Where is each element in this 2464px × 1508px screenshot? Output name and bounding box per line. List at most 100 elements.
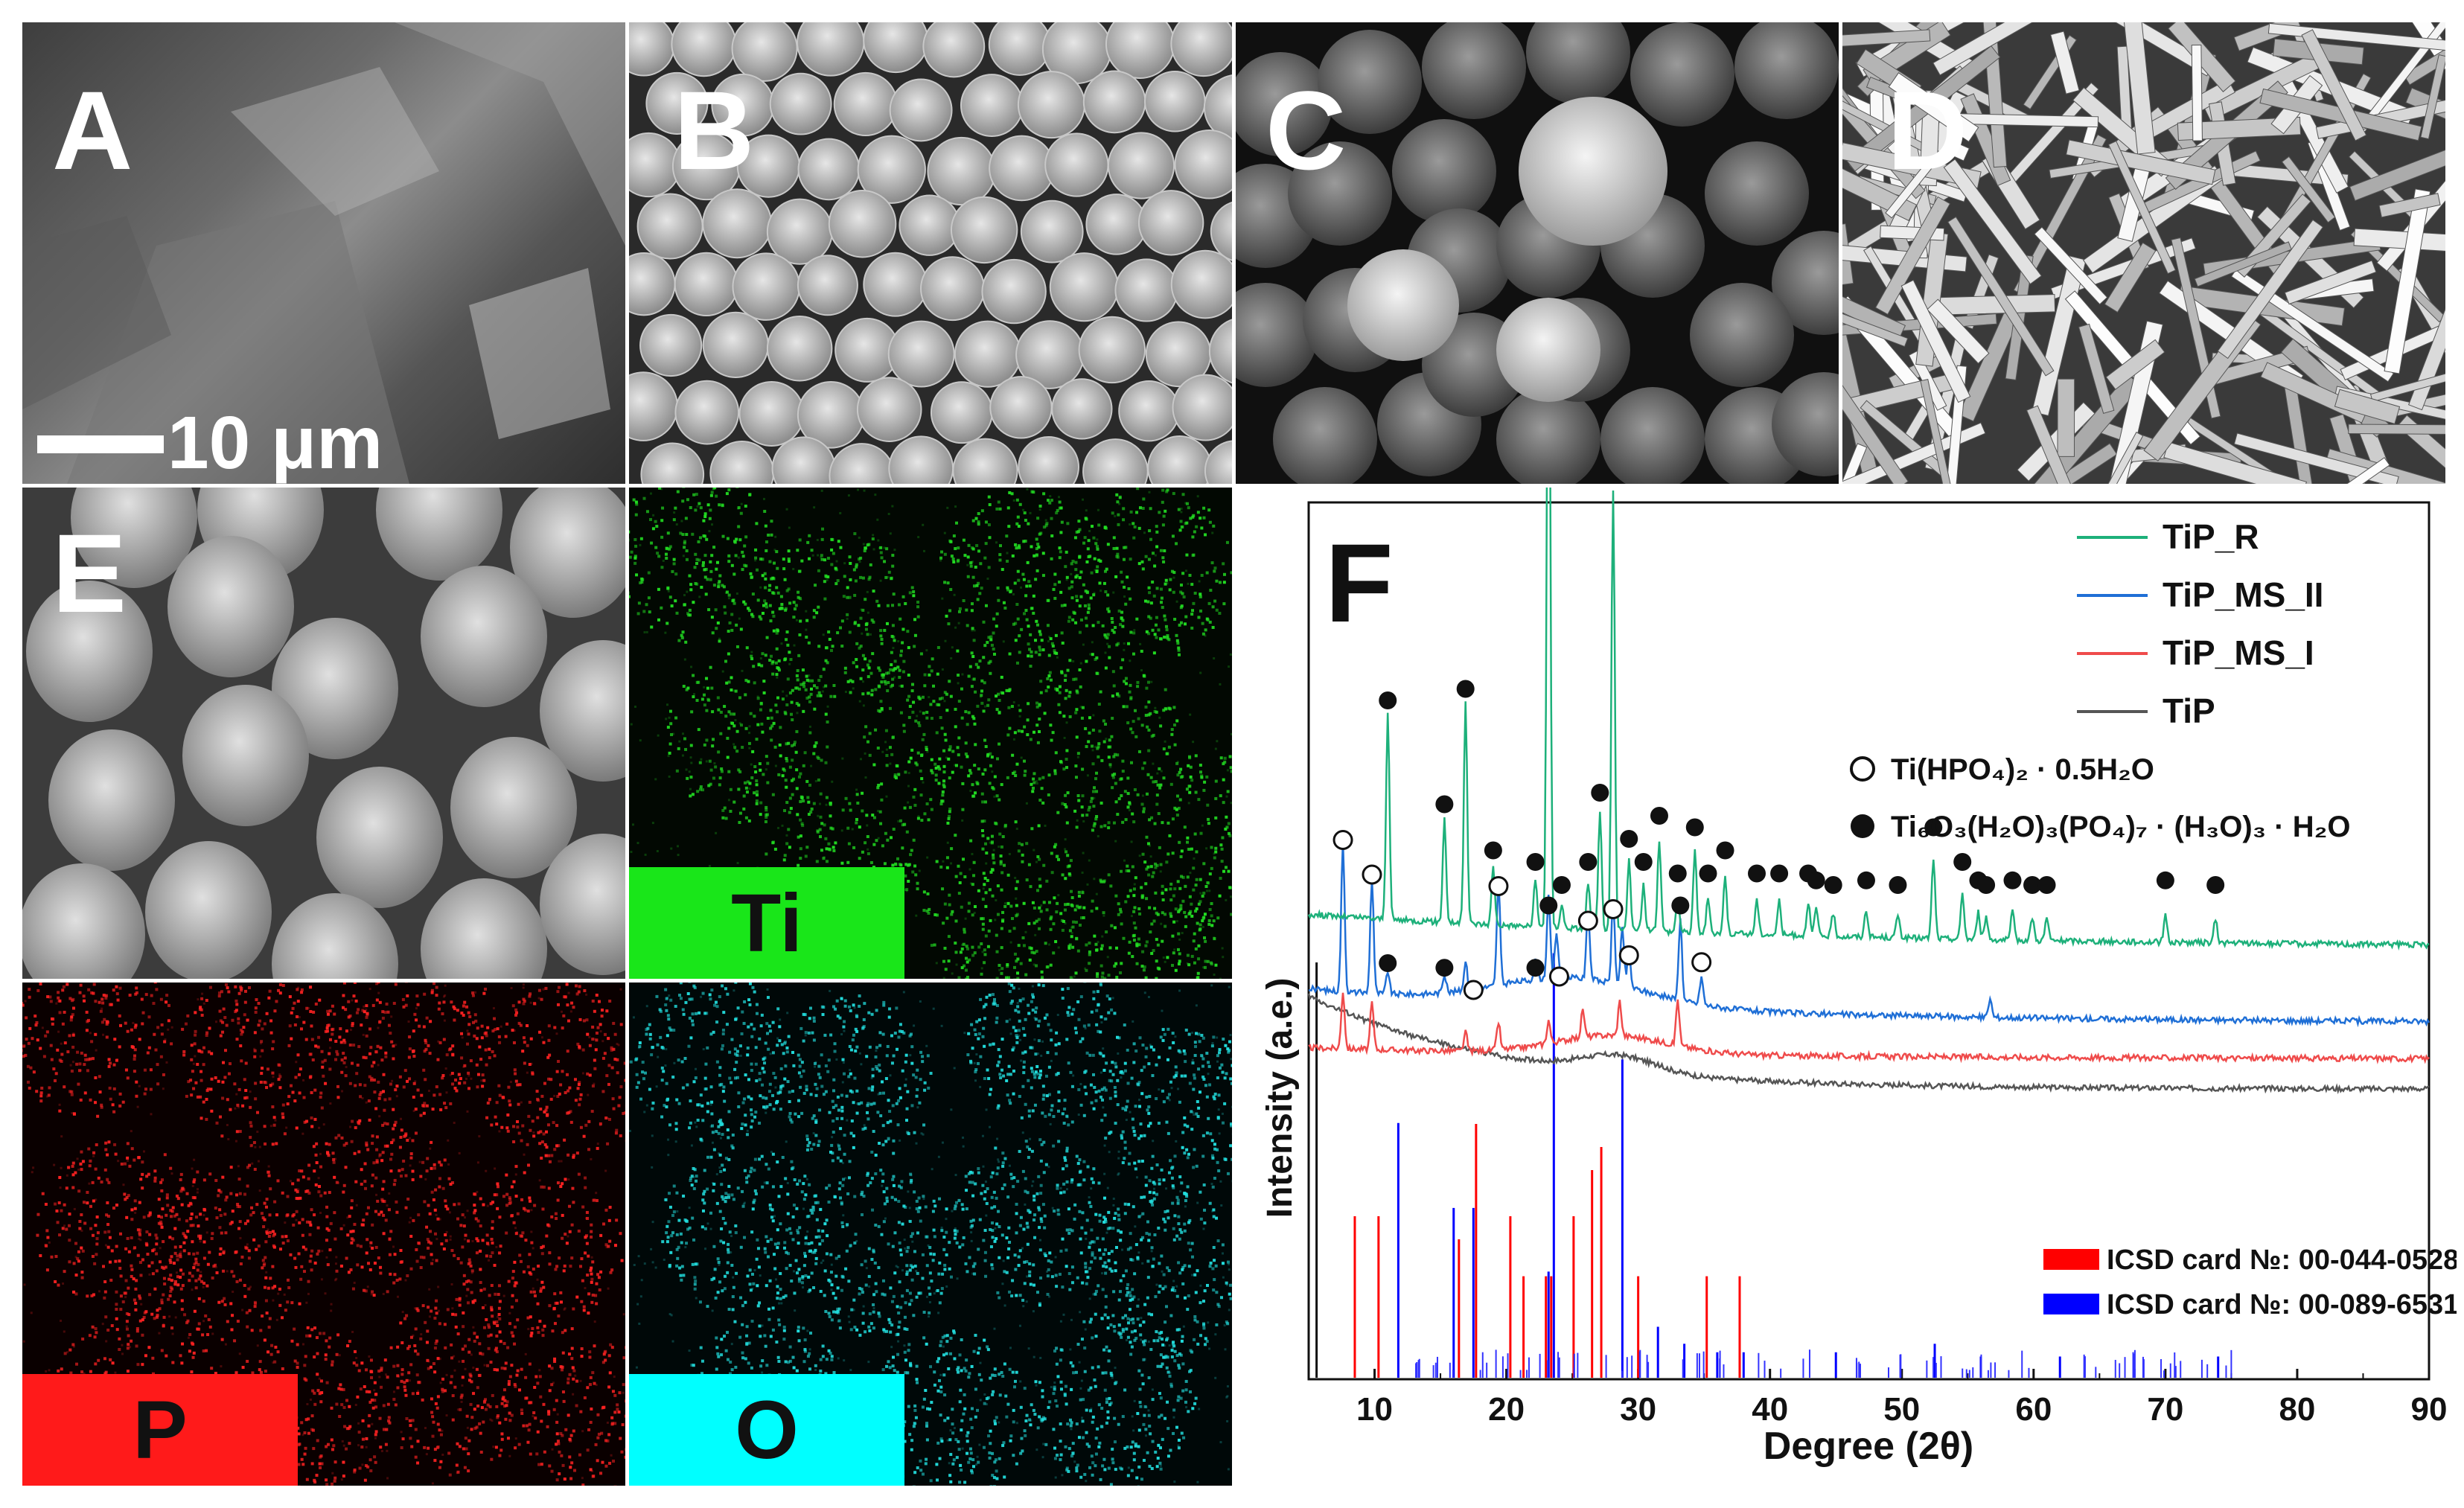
microsphere [48, 729, 175, 871]
filled-circle-symbol [1851, 814, 1874, 838]
microsphere [1049, 252, 1119, 322]
open-circle-marker [1463, 980, 1484, 1000]
filled-circle-marker [1620, 830, 1638, 848]
microsphere [674, 380, 740, 445]
curve-tip-ms-i [1308, 992, 2430, 1064]
open-circle-symbol [1850, 756, 1875, 782]
microsphere [1147, 435, 1213, 484]
x-tick-label: 70 [2147, 1391, 2183, 1428]
microsphere [272, 893, 398, 979]
scale-bar [37, 435, 164, 453]
rod [1888, 72, 1979, 142]
x-tick-label: 90 [2411, 1391, 2448, 1428]
microsphere [1526, 22, 1630, 104]
microsphere [1020, 199, 1084, 263]
filled-circle-marker [1953, 853, 1972, 871]
legend-text-tip: TiP [2163, 691, 2215, 730]
microsphere [1170, 22, 1232, 77]
filled-circle-marker [1552, 876, 1571, 894]
curve-tip-ms-ii [1308, 840, 2431, 1028]
microsphere [797, 22, 865, 77]
x-tick-label: 40 [1752, 1391, 1788, 1428]
filled-circle-marker [2023, 876, 2042, 894]
x-tick-label: 10 [1356, 1391, 1393, 1428]
bright-microsphere [1347, 249, 1459, 361]
rod [2105, 339, 2165, 390]
p-element-label: P [22, 1374, 298, 1486]
microsphere [1018, 436, 1079, 484]
microsphere [766, 198, 833, 265]
rod [2120, 22, 2156, 155]
filled-circle-marker [1435, 795, 1454, 814]
microsphere [888, 435, 954, 484]
panel-a-sem-image: A 10 μm [22, 22, 625, 484]
microsphere [922, 22, 986, 78]
curve-tip-r [1307, 488, 2430, 951]
microsphere [1734, 22, 1839, 119]
microsphere [797, 138, 861, 201]
filled-circle-marker [2003, 871, 2022, 889]
microsphere [421, 566, 547, 707]
ref-red-swatch [2043, 1249, 2099, 1270]
rod [2233, 22, 2302, 51]
panel-a-label: A [52, 68, 133, 193]
rod [2384, 188, 2431, 374]
microsphere [629, 252, 676, 316]
microsphere [22, 863, 145, 979]
filled-circle-marker [1379, 691, 1397, 709]
rod [1947, 216, 2055, 377]
rod [1943, 159, 2042, 285]
microsphere [887, 320, 955, 388]
microsphere [1600, 387, 1705, 484]
microsphere [797, 255, 858, 316]
microsphere [738, 380, 805, 447]
panel-b-sem-image: B [629, 22, 1232, 484]
panel-b-label: B [674, 68, 755, 193]
panel-b-microspheres [629, 22, 1232, 484]
microsphere [1705, 141, 1809, 246]
panel-f-xrd-chart: F Intensity (a.e.) Degree (2θ) 10 20 30 40 5… [1236, 488, 2457, 1504]
microsphere [145, 841, 272, 979]
rod [2104, 320, 2163, 484]
rod [2057, 378, 2075, 457]
microsphere [1082, 438, 1149, 484]
open-circle-marker [1488, 876, 1509, 896]
microsphere [71, 488, 197, 588]
microsphere [833, 71, 898, 137]
filled-circle-marker [1924, 818, 1943, 837]
microsphere [856, 377, 922, 442]
x-tick-label: 20 [1488, 1391, 1525, 1428]
panel-d-sem-image: D [1842, 22, 2445, 484]
microsphere [1496, 387, 1600, 484]
rod [2369, 353, 2445, 403]
series-legend: TiP_R TiP_MS_II TiP_MS_I TiP [2077, 517, 2323, 730]
open-circle-marker [1691, 952, 1712, 973]
microsphere [1318, 30, 1422, 134]
microsphere [1772, 372, 1839, 476]
microsphere [899, 194, 960, 256]
filled-circle-marker [1526, 959, 1545, 977]
o-element-label: O [629, 1374, 904, 1486]
rod [1842, 29, 1931, 50]
filled-circle-marker [2037, 876, 2056, 894]
microsphere [26, 581, 153, 722]
rod [1842, 422, 1986, 484]
filled-circle-marker [1634, 853, 1653, 871]
microsphere [1236, 283, 1318, 387]
phase-open-text: Ti(HPO₄)₂ · 0.5H₂O [1891, 753, 2154, 786]
microsphere [989, 135, 1055, 202]
rod [1842, 147, 1918, 222]
microsphere [702, 311, 769, 379]
rod [2026, 405, 2098, 484]
phase-filled-text: Ti₆O₃(H₂O)₃(PO₄)₇ · (H₃O)₃ · H₂O [1891, 811, 2351, 843]
rod [1920, 379, 1952, 484]
open-circle-marker [1362, 864, 1382, 885]
microsphere [1690, 283, 1794, 387]
microsphere [1392, 119, 1496, 223]
filled-circle-marker [1699, 864, 1717, 883]
filled-circle-marker [1671, 896, 1690, 915]
microsphere [920, 256, 986, 322]
open-circle-marker [1577, 910, 1598, 931]
rod [2194, 241, 2292, 287]
x-tick-label: 80 [2279, 1391, 2315, 1428]
